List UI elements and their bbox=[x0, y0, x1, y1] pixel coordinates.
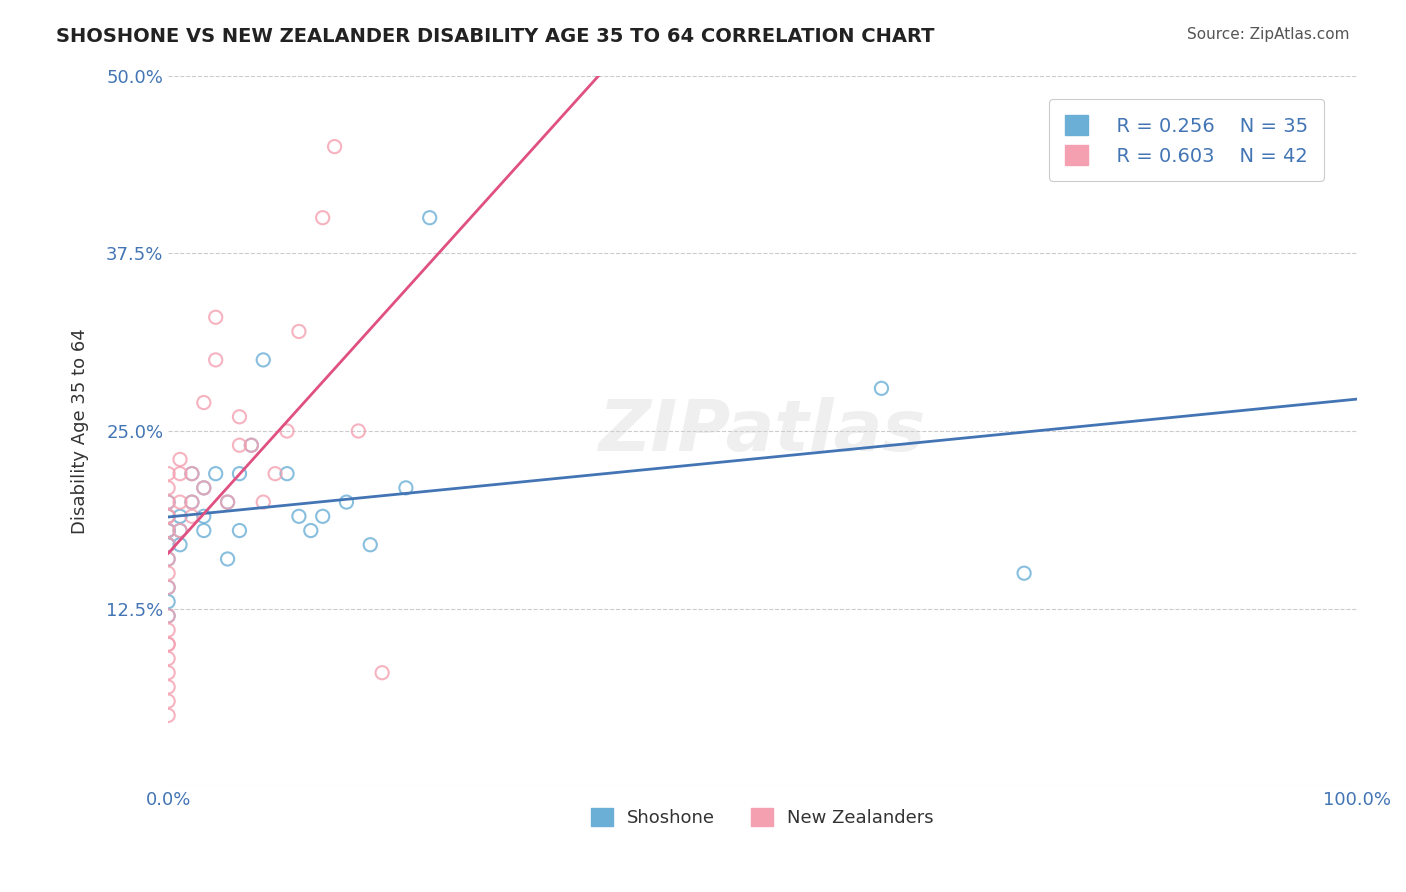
Point bbox=[157, 665, 180, 680]
Point bbox=[870, 381, 893, 395]
Point bbox=[204, 352, 226, 367]
Point bbox=[157, 552, 180, 566]
Point bbox=[228, 409, 250, 424]
Point bbox=[323, 139, 346, 153]
Point bbox=[252, 495, 274, 509]
Text: Source: ZipAtlas.com: Source: ZipAtlas.com bbox=[1187, 27, 1350, 42]
Point bbox=[181, 467, 204, 481]
Point bbox=[157, 623, 180, 637]
Point bbox=[157, 495, 180, 509]
Point bbox=[371, 665, 394, 680]
Point bbox=[157, 581, 180, 595]
Point bbox=[157, 637, 180, 651]
Point bbox=[347, 424, 370, 438]
Point bbox=[169, 467, 191, 481]
Point bbox=[157, 708, 180, 723]
Point bbox=[204, 467, 226, 481]
Point bbox=[288, 325, 311, 339]
Point bbox=[169, 495, 191, 509]
Point bbox=[157, 524, 180, 538]
Point bbox=[157, 509, 180, 524]
Point bbox=[217, 495, 239, 509]
Point bbox=[181, 509, 204, 524]
Point bbox=[359, 538, 381, 552]
Point bbox=[157, 552, 180, 566]
Point bbox=[157, 637, 180, 651]
Point bbox=[169, 509, 191, 524]
Point bbox=[181, 467, 204, 481]
Point bbox=[169, 452, 191, 467]
Point bbox=[169, 524, 191, 538]
Text: SHOSHONE VS NEW ZEALANDER DISABILITY AGE 35 TO 64 CORRELATION CHART: SHOSHONE VS NEW ZEALANDER DISABILITY AGE… bbox=[56, 27, 935, 45]
Point bbox=[193, 481, 215, 495]
Point bbox=[157, 524, 180, 538]
Point bbox=[217, 495, 239, 509]
Point bbox=[157, 566, 180, 581]
Point bbox=[157, 538, 180, 552]
Text: ZIPatlas: ZIPatlas bbox=[599, 397, 927, 466]
Point bbox=[228, 438, 250, 452]
Point bbox=[395, 481, 418, 495]
Point bbox=[240, 438, 263, 452]
Point bbox=[1012, 566, 1035, 581]
Point bbox=[157, 509, 180, 524]
Point bbox=[157, 509, 180, 524]
Point bbox=[157, 495, 180, 509]
Point bbox=[193, 509, 215, 524]
Y-axis label: Disability Age 35 to 64: Disability Age 35 to 64 bbox=[72, 328, 89, 534]
Point bbox=[181, 495, 204, 509]
Point bbox=[193, 481, 215, 495]
Point bbox=[157, 680, 180, 694]
Point bbox=[335, 495, 357, 509]
Point bbox=[157, 481, 180, 495]
Point bbox=[299, 524, 322, 538]
Point bbox=[157, 524, 180, 538]
Point bbox=[157, 608, 180, 623]
Point bbox=[157, 651, 180, 665]
Point bbox=[157, 694, 180, 708]
Point bbox=[276, 424, 298, 438]
Point bbox=[312, 211, 335, 225]
Point bbox=[193, 395, 215, 409]
Point bbox=[419, 211, 441, 225]
Point bbox=[157, 581, 180, 595]
Point bbox=[276, 467, 298, 481]
Point bbox=[157, 594, 180, 608]
Point bbox=[157, 608, 180, 623]
Point bbox=[288, 509, 311, 524]
Point bbox=[217, 552, 239, 566]
Legend: Shoshone, New Zealanders: Shoshone, New Zealanders bbox=[583, 800, 941, 834]
Point bbox=[264, 467, 287, 481]
Point bbox=[157, 467, 180, 481]
Point bbox=[157, 538, 180, 552]
Point bbox=[228, 524, 250, 538]
Point bbox=[169, 524, 191, 538]
Point bbox=[228, 467, 250, 481]
Point bbox=[169, 538, 191, 552]
Point bbox=[312, 509, 335, 524]
Point bbox=[204, 310, 226, 325]
Point bbox=[157, 538, 180, 552]
Point bbox=[181, 495, 204, 509]
Point bbox=[193, 524, 215, 538]
Point bbox=[240, 438, 263, 452]
Point bbox=[252, 352, 274, 367]
